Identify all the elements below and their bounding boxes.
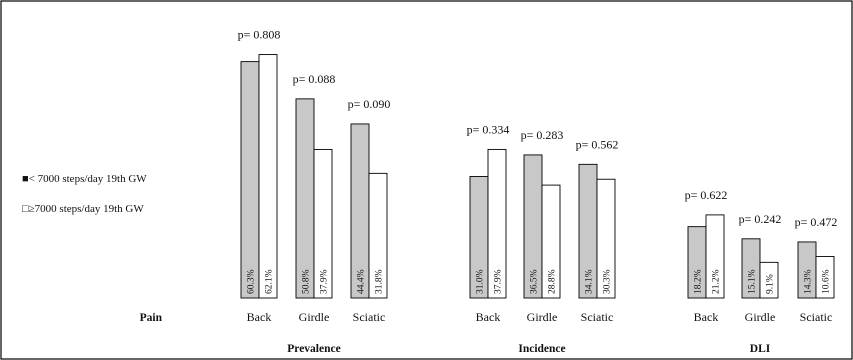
value-label-dli-back-series-1: 18.2%	[694, 269, 704, 294]
group-label-prevalence: Prevalence	[287, 343, 340, 355]
legend-entry-below-7000: ■< 7000 steps/day 19th GW	[22, 173, 147, 185]
category-label-dli-girdle: Girdle	[745, 310, 776, 324]
value-label-prevalence-girdle-series-1: 50.8%	[302, 269, 312, 294]
value-label-incidence-sciatic-series-2: 30.3%	[603, 269, 613, 294]
bar-prevalence-sciatic-series-2	[368, 172, 388, 299]
category-label-prevalence-back: Back	[247, 310, 272, 324]
group-label-dli: DLI	[750, 343, 771, 355]
p-value-dli-girdle: p= 0.242	[739, 212, 782, 226]
category-label-prevalence-girdle: Girdle	[299, 310, 330, 324]
value-label-incidence-girdle-series-2: 28.8%	[548, 269, 558, 294]
bar-prevalence-girdle-series-2	[313, 148, 333, 299]
group-label-incidence: Incidence	[518, 343, 565, 355]
value-label-prevalence-sciatic-series-2: 31.8%	[375, 269, 385, 294]
value-label-prevalence-sciatic-series-1: 44.4%	[357, 269, 367, 294]
category-label-dli-sciatic: Sciatic	[800, 310, 833, 324]
value-label-prevalence-girdle-series-2: 37.9%	[320, 269, 330, 294]
p-value-incidence-sciatic: p= 0.562	[576, 137, 619, 151]
bar-prevalence-back-series-1	[240, 61, 260, 299]
value-label-incidence-back-series-1: 31.0%	[476, 269, 486, 294]
category-label-incidence-sciatic: Sciatic	[581, 310, 614, 324]
value-label-dli-sciatic-series-2: 10.6%	[822, 269, 832, 294]
p-value-prevalence-back: p= 0.808	[238, 28, 281, 42]
bar-prevalence-girdle-series-1	[295, 98, 315, 299]
category-label-incidence-girdle: Girdle	[527, 310, 558, 324]
bar-dli-girdle-series-2	[759, 261, 779, 299]
p-value-incidence-back: p= 0.334	[467, 122, 510, 136]
bar-dli-back-series-2	[705, 214, 725, 299]
p-value-dli-back: p= 0.622	[685, 188, 728, 202]
value-label-prevalence-back-series-1: 60.3%	[247, 269, 257, 294]
category-label-dli-back: Back	[694, 310, 719, 324]
legend-entry-at-least-7000: □≥7000 steps/day 19th GW	[22, 203, 144, 215]
p-value-dli-sciatic: p= 0.472	[795, 215, 838, 229]
category-label-prevalence-sciatic: Sciatic	[353, 310, 386, 324]
category-labels: Back Girdle Sciatic Back Girdle Sciatic Back Gi…	[247, 310, 833, 324]
value-label-incidence-girdle-series-1: 36.5%	[530, 269, 540, 294]
value-labels: 60.3% 62.1% 50.8% 37.9% 44.4% 31.8% 31.0% 37.9%…	[247, 269, 832, 294]
value-label-incidence-sciatic-series-1: 34.1%	[585, 269, 595, 294]
value-label-dli-girdle-series-2: 9.1%	[766, 274, 776, 294]
bar-prevalence-back-series-2	[258, 54, 278, 299]
bar-incidence-back-series-2	[487, 148, 507, 299]
p-values: p= 0.808 p= 0.088 p= 0.090 p= 0.334 p= 0.283…	[238, 28, 838, 229]
value-label-prevalence-back-series-2: 62.1%	[265, 269, 275, 294]
legend: ■< 7000 steps/day 19th GW □≥7000 steps/d…	[22, 173, 147, 215]
row-label-pain: Pain	[140, 312, 163, 324]
bar-dli-sciatic-series-2	[815, 255, 835, 299]
value-label-incidence-back-series-2: 37.9%	[494, 269, 504, 294]
category-label-incidence-back: Back	[476, 310, 501, 324]
p-value-incidence-girdle: p= 0.283	[521, 128, 564, 142]
bar-incidence-girdle-series-2	[541, 184, 561, 299]
bars	[240, 54, 835, 299]
p-value-prevalence-sciatic: p= 0.090	[348, 97, 391, 111]
group-labels: Prevalence Incidence DLI	[287, 343, 770, 355]
value-label-dli-back-series-2: 21.2%	[712, 269, 722, 294]
value-label-dli-sciatic-series-1: 14.3%	[804, 269, 814, 294]
p-value-prevalence-girdle: p= 0.088	[293, 72, 336, 86]
bar-incidence-sciatic-series-2	[596, 178, 616, 299]
value-label-dli-girdle-series-1: 15.1%	[748, 269, 758, 294]
